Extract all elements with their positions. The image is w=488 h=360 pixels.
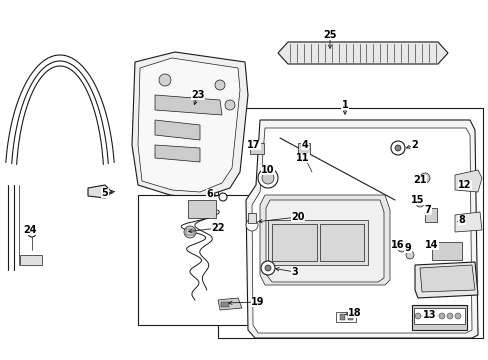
Text: 19: 19 [251,297,264,307]
Bar [185,229,194,235]
Text: 14: 14 [425,240,438,250]
Bar [431,242,461,260]
Text: 8: 8 [458,215,465,225]
Bar [267,220,367,265]
Circle shape [159,74,171,86]
Bar [249,143,264,154]
Text: 23: 23 [191,90,204,100]
Bar [297,143,309,153]
Polygon shape [419,265,474,292]
Circle shape [258,168,278,188]
Text: 24: 24 [23,225,37,235]
Bar [138,195,303,325]
Text: 20: 20 [291,212,304,222]
Polygon shape [245,120,477,338]
Text: 10: 10 [261,165,274,175]
Polygon shape [132,52,247,198]
Text: 3: 3 [291,267,298,277]
Circle shape [262,172,273,184]
Bar [247,213,256,223]
Bar [187,200,216,218]
Text: 9: 9 [404,243,410,253]
Polygon shape [454,212,481,232]
Circle shape [394,145,400,151]
Polygon shape [155,145,200,162]
Polygon shape [155,95,222,115]
Text: 18: 18 [347,308,361,318]
Circle shape [422,313,428,319]
Polygon shape [278,42,447,64]
Circle shape [245,219,258,231]
Text: 15: 15 [410,195,424,205]
Polygon shape [218,298,242,310]
Circle shape [430,313,436,319]
Circle shape [183,226,196,238]
Circle shape [405,251,413,259]
Bar [411,305,466,330]
Circle shape [219,193,226,201]
Text: 2: 2 [411,140,418,150]
Text: 5: 5 [102,188,108,198]
Circle shape [415,199,423,207]
Text: 21: 21 [412,175,426,185]
Circle shape [419,173,429,183]
Bar [319,224,363,261]
Circle shape [224,100,235,110]
Text: 7: 7 [424,205,430,215]
Text: 17: 17 [247,140,260,150]
Text: 6: 6 [206,189,213,199]
Text: 12: 12 [457,180,471,190]
Text: 11: 11 [296,153,309,163]
Bar [335,312,355,322]
Text: 1: 1 [341,100,347,110]
Circle shape [454,313,460,319]
Text: 22: 22 [211,223,224,233]
Bar [424,208,436,222]
Circle shape [215,80,224,90]
Circle shape [28,229,36,237]
Polygon shape [265,200,383,282]
Bar [339,314,345,320]
Polygon shape [260,195,389,285]
Polygon shape [251,128,471,333]
Circle shape [261,261,274,275]
Polygon shape [88,185,112,198]
Polygon shape [414,262,477,298]
Polygon shape [454,170,481,192]
Bar [221,302,228,307]
Text: 25: 25 [323,30,336,40]
Bar [347,314,352,320]
Polygon shape [155,120,200,140]
Text: 13: 13 [423,310,436,320]
Text: 4: 4 [301,140,308,150]
Circle shape [414,313,420,319]
Circle shape [390,141,404,155]
Bar [271,224,316,261]
Circle shape [264,265,270,271]
Polygon shape [20,255,42,265]
Circle shape [438,313,444,319]
Text: 16: 16 [390,240,404,250]
Circle shape [446,313,452,319]
Circle shape [396,242,406,252]
Polygon shape [138,58,240,192]
Bar [218,108,482,338]
Bar [413,308,464,324]
